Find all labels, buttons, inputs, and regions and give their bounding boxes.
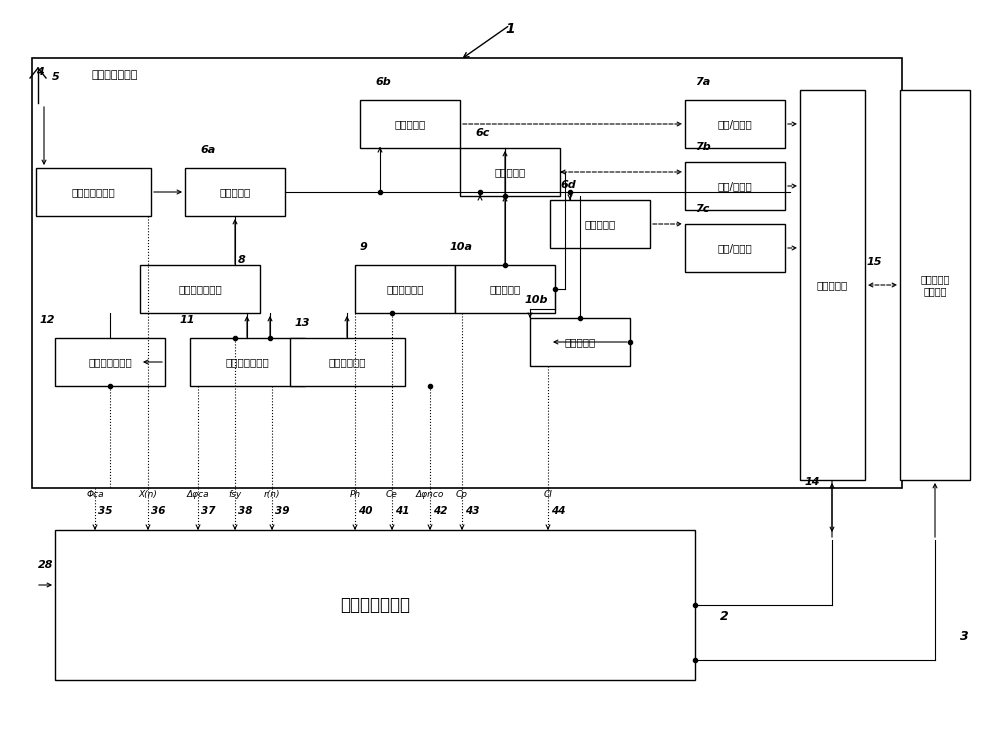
Text: 码相位累加器: 码相位累加器	[329, 357, 366, 367]
Bar	[685, 162, 785, 210]
Bar	[355, 265, 455, 313]
Text: 42: 42	[433, 506, 448, 516]
Bar	[36, 168, 151, 216]
Text: 28: 28	[38, 560, 54, 570]
Text: 5: 5	[52, 72, 60, 82]
Text: 移位寄存器: 移位寄存器	[489, 284, 521, 294]
Bar	[530, 318, 630, 366]
Bar	[360, 100, 460, 148]
Bar	[455, 265, 555, 313]
Bar	[140, 265, 260, 313]
Text: X(n): X(n)	[139, 490, 157, 499]
Text: 13: 13	[295, 318, 310, 328]
Text: 15: 15	[867, 257, 883, 267]
Text: 7a: 7a	[695, 77, 710, 87]
Bar	[55, 338, 165, 386]
Bar	[190, 338, 305, 386]
Text: 移位寄存器: 移位寄存器	[564, 337, 596, 347]
Text: 43: 43	[465, 506, 480, 516]
Text: CI: CI	[544, 490, 552, 499]
Text: 37: 37	[201, 506, 216, 516]
Text: 积分/消零器: 积分/消零器	[718, 119, 752, 129]
Text: 10b: 10b	[525, 295, 548, 305]
Text: 接收处理器: 接收处理器	[817, 280, 848, 290]
Text: 数字乘法器: 数字乘法器	[219, 187, 251, 197]
Text: 3: 3	[960, 630, 969, 643]
Text: fsy: fsy	[228, 490, 242, 499]
Text: Cp: Cp	[456, 490, 468, 499]
Text: 6a: 6a	[200, 145, 215, 155]
Text: Ph: Ph	[349, 490, 361, 499]
Bar	[55, 530, 695, 680]
Text: 12: 12	[40, 315, 56, 325]
Text: 2: 2	[720, 610, 729, 623]
Text: 4: 4	[36, 67, 44, 77]
Bar	[685, 100, 785, 148]
Text: 14: 14	[805, 477, 820, 487]
Bar	[185, 168, 285, 216]
Text: Ce: Ce	[386, 490, 398, 499]
Text: 6c: 6c	[475, 128, 489, 138]
Text: 41: 41	[395, 506, 410, 516]
Text: 10a: 10a	[450, 242, 473, 252]
Text: 40: 40	[358, 506, 372, 516]
Text: 38: 38	[238, 506, 252, 516]
Text: 数字乘法器: 数字乘法器	[394, 119, 426, 129]
Bar	[460, 148, 560, 196]
Text: 6d: 6d	[560, 180, 576, 190]
Text: 1: 1	[505, 22, 515, 36]
Text: 数字乘法器: 数字乘法器	[494, 167, 526, 177]
Text: 后处理器及
用户接口: 后处理器及 用户接口	[920, 274, 950, 296]
Text: 36: 36	[151, 506, 166, 516]
Text: 7c: 7c	[695, 204, 709, 214]
Text: 8: 8	[238, 255, 246, 265]
Text: 积分/消零器: 积分/消零器	[718, 243, 752, 253]
Text: 7b: 7b	[695, 142, 711, 152]
Text: 11: 11	[180, 315, 196, 325]
Text: 传统扩频接收机: 传统扩频接收机	[92, 70, 138, 80]
Text: Δφnco: Δφnco	[416, 490, 444, 499]
Text: 载波信号产生器: 载波信号产生器	[178, 284, 222, 294]
Text: 44: 44	[551, 506, 566, 516]
Text: 积分/消零器: 积分/消零器	[718, 181, 752, 191]
Text: 35: 35	[98, 506, 112, 516]
Text: Φca: Φca	[86, 490, 104, 499]
Bar	[685, 224, 785, 272]
Text: 9: 9	[360, 242, 368, 252]
Bar	[550, 200, 650, 248]
Text: 数字信号处理器: 数字信号处理器	[340, 596, 410, 614]
Text: 载波相位累加器: 载波相位累加器	[88, 357, 132, 367]
Text: 码信号产生器: 码信号产生器	[386, 284, 424, 294]
Text: 接收机模拟前端: 接收机模拟前端	[72, 187, 115, 197]
Bar	[32, 58, 902, 488]
Text: 时钟信号产生器: 时钟信号产生器	[226, 357, 269, 367]
Bar	[900, 90, 970, 480]
Bar	[800, 90, 865, 480]
Text: 39: 39	[275, 506, 290, 516]
Text: Δφca: Δφca	[187, 490, 209, 499]
Bar	[290, 338, 405, 386]
Text: 数字乘法器: 数字乘法器	[584, 219, 616, 229]
Text: 6b: 6b	[375, 77, 391, 87]
Text: r(n): r(n)	[264, 490, 280, 499]
